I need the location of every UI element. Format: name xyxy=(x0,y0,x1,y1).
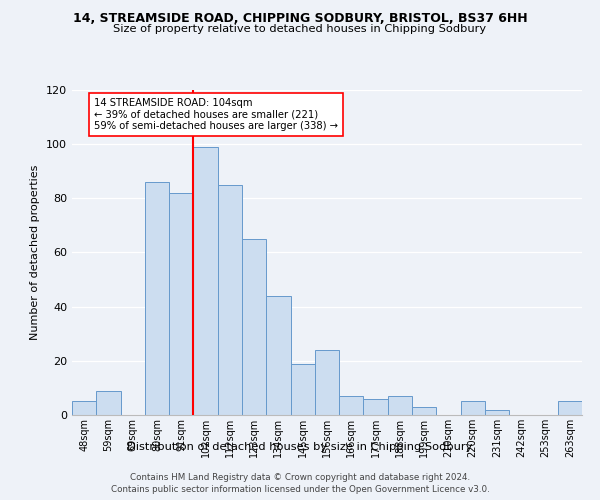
Text: 14, STREAMSIDE ROAD, CHIPPING SODBURY, BRISTOL, BS37 6HH: 14, STREAMSIDE ROAD, CHIPPING SODBURY, B… xyxy=(73,12,527,26)
Bar xyxy=(193,147,218,415)
Text: 14 STREAMSIDE ROAD: 104sqm
← 39% of detached houses are smaller (221)
59% of sem: 14 STREAMSIDE ROAD: 104sqm ← 39% of deta… xyxy=(94,98,338,132)
Bar xyxy=(485,410,509,415)
Bar xyxy=(461,402,485,415)
Bar xyxy=(96,390,121,415)
Bar xyxy=(412,407,436,415)
Bar xyxy=(339,396,364,415)
Bar xyxy=(558,402,582,415)
Bar xyxy=(364,399,388,415)
Text: Size of property relative to detached houses in Chipping Sodbury: Size of property relative to detached ho… xyxy=(113,24,487,34)
Bar xyxy=(242,239,266,415)
Text: Distribution of detached houses by size in Chipping Sodbury: Distribution of detached houses by size … xyxy=(127,442,473,452)
Text: Contains HM Land Registry data © Crown copyright and database right 2024.: Contains HM Land Registry data © Crown c… xyxy=(130,472,470,482)
Bar xyxy=(315,350,339,415)
Bar xyxy=(72,402,96,415)
Bar xyxy=(169,193,193,415)
Bar xyxy=(218,185,242,415)
Y-axis label: Number of detached properties: Number of detached properties xyxy=(31,165,40,340)
Bar xyxy=(290,364,315,415)
Bar xyxy=(388,396,412,415)
Bar xyxy=(266,296,290,415)
Text: Contains public sector information licensed under the Open Government Licence v3: Contains public sector information licen… xyxy=(110,485,490,494)
Bar xyxy=(145,182,169,415)
